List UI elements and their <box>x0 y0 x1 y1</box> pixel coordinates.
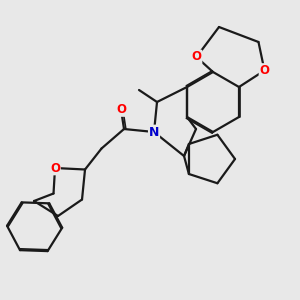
Text: O: O <box>191 50 202 64</box>
Text: O: O <box>116 103 126 116</box>
Text: N: N <box>149 125 159 139</box>
Text: O: O <box>50 161 60 175</box>
Text: O: O <box>260 64 269 77</box>
